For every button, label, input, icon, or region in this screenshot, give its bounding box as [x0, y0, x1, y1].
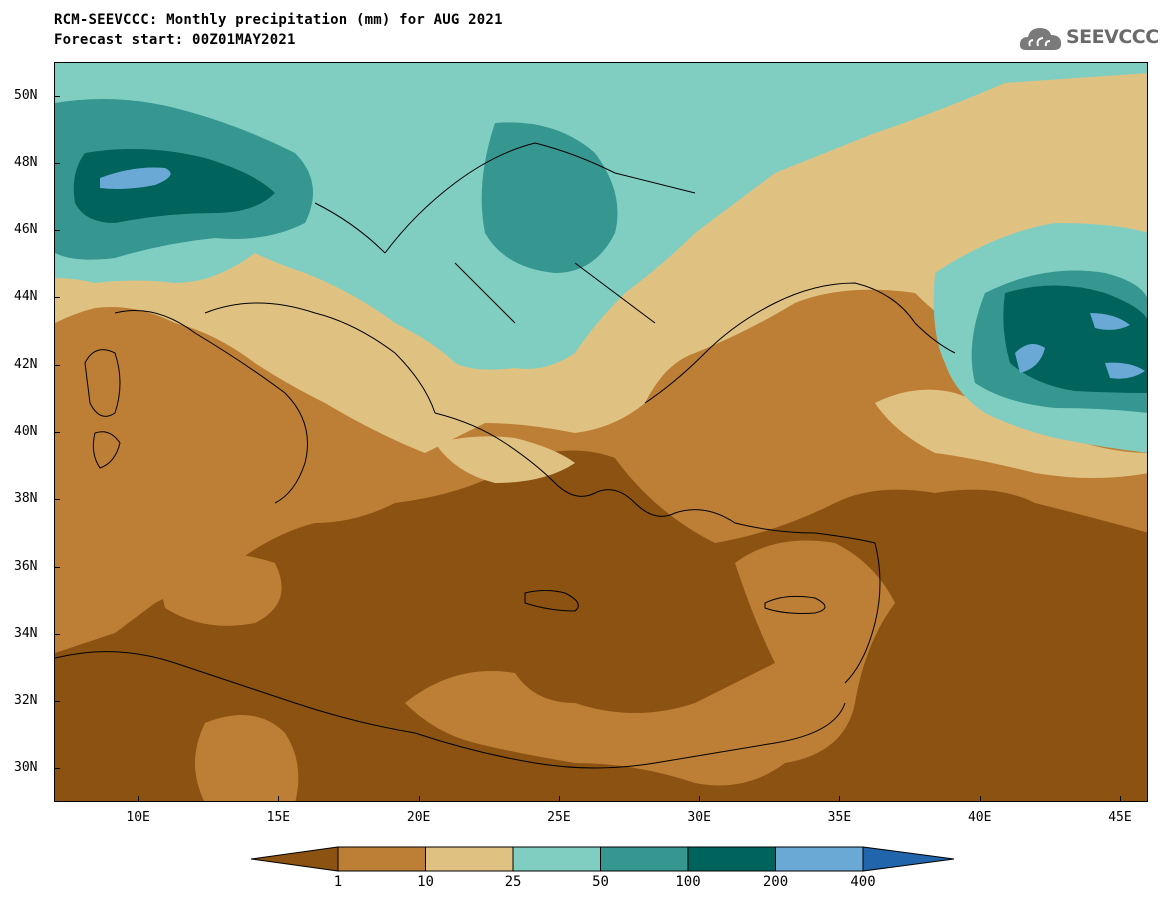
forecast-start-subtitle: Forecast start: 00Z01MAY2021: [54, 32, 296, 48]
lat-tick-mark: [54, 230, 60, 232]
lat-tick-label: 38N: [14, 491, 38, 507]
lon-tick-mark: [699, 796, 701, 802]
cloud-logo-icon: [1019, 28, 1062, 50]
colorbar-threshold-label: 25: [504, 874, 522, 890]
lon-tick-mark: [839, 796, 841, 802]
precip-band-gt400-caucasus: [1015, 313, 1145, 379]
lon-tick-mark: [1119, 796, 1121, 802]
colorbar-max-arrow: [862, 846, 955, 872]
lon-tick-label: 15E: [266, 810, 291, 825]
logo-text: SEEVCCC: [1066, 26, 1159, 48]
lon-tick-label: 35E: [827, 810, 852, 825]
precipitation-map: [54, 62, 1148, 802]
precip-band-gt400-alps: [100, 167, 171, 189]
lat-tick-label: 48N: [14, 154, 38, 170]
lat-tick-mark: [54, 297, 60, 299]
colorbar-segment: [775, 846, 864, 872]
coastlines: [55, 142, 956, 769]
lat-tick-mark: [54, 364, 60, 366]
colorbar-segment: [600, 846, 689, 872]
lat-tick-label: 46N: [14, 222, 38, 238]
lon-tick-label: 30E: [687, 810, 711, 825]
lon-tick-label: 45E: [1108, 810, 1132, 825]
lon-tick-mark: [979, 796, 981, 802]
lat-tick-mark: [54, 95, 60, 97]
lat-tick-mark: [54, 162, 60, 164]
lon-tick-mark: [418, 796, 420, 802]
precip-band-100-200-carpathian: [481, 122, 618, 273]
colorbar-threshold-label: 400: [850, 874, 876, 890]
lon-tick-label: 20E: [406, 810, 431, 825]
lon-tick-mark: [558, 796, 560, 802]
lat-tick-mark: [54, 768, 60, 770]
lat-tick-label: 32N: [14, 693, 38, 709]
colorbar-threshold-label: 200: [762, 874, 789, 890]
colorbar-min-arrow: [250, 846, 339, 872]
colorbar-segment: [337, 846, 426, 872]
colorbar-segment: [687, 846, 776, 872]
lat-tick-mark: [54, 566, 60, 568]
precip-band-25-50-east: [875, 389, 1147, 478]
seevccc-logo: SEEVCCC: [1018, 22, 1159, 56]
precip-band-200-400: [73, 149, 275, 223]
lat-tick-label: 44N: [14, 289, 38, 305]
lat-tick-label: 34N: [14, 625, 38, 641]
lon-tick-mark: [278, 796, 280, 802]
precipitation-map-canvas: [55, 63, 1147, 801]
lat-tick-label: 36N: [14, 558, 38, 574]
lat-tick-label: 50N: [14, 87, 38, 103]
precip-band-10-25-west: [195, 714, 299, 801]
colorbar-threshold-label: 1: [333, 874, 343, 890]
lon-tick-label: 40E: [967, 810, 992, 825]
lon-tick-label: 25E: [547, 810, 571, 825]
precip-band-25-50-aegean: [435, 436, 575, 483]
lat-tick-label: 40N: [14, 424, 38, 439]
colorbar-threshold-label: 50: [592, 874, 609, 890]
colorbar-threshold-label: 100: [675, 874, 701, 890]
lon-tick-label: 10E: [126, 810, 150, 825]
map-title: RCM-SEEVCCC: Monthly precipitation (mm) …: [54, 12, 503, 28]
lat-tick-mark: [54, 499, 60, 501]
lat-tick-label: 30N: [14, 760, 38, 776]
precip-band-10-25-south: [405, 540, 895, 786]
colorbar-threshold-label: 10: [417, 874, 434, 890]
lat-tick-mark: [54, 633, 60, 635]
lat-tick-mark: [54, 701, 60, 703]
colorbar-segment: [425, 846, 514, 872]
lat-tick-label: 42N: [14, 356, 38, 372]
colorbar: [250, 846, 955, 872]
lat-tick-mark: [54, 432, 60, 433]
colorbar-segment: [512, 846, 601, 872]
lon-tick-mark: [138, 796, 140, 802]
